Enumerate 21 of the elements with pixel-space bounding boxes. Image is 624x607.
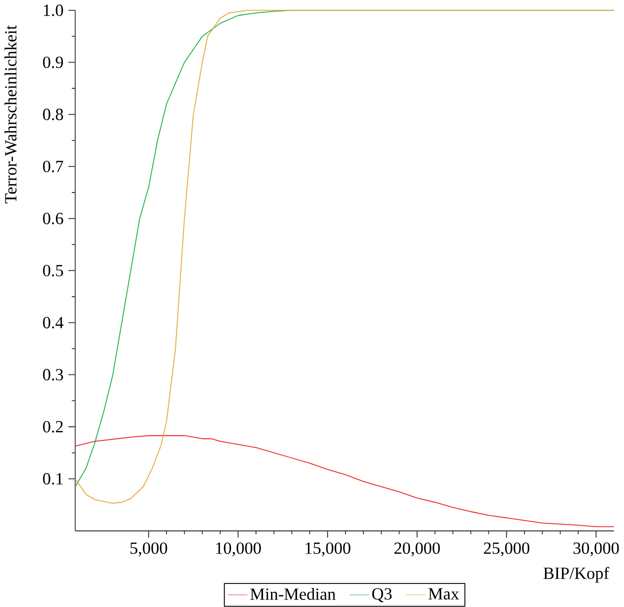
- x-tick-label: 20,000: [394, 542, 440, 556]
- legend-label: Min-Median: [250, 588, 336, 600]
- y-tick-label: 0.6: [43, 212, 64, 224]
- y-tick-label: 0.2: [43, 421, 63, 433]
- x-tick-label: 15,000: [306, 542, 350, 556]
- x-tick-label: 5,000: [130, 542, 168, 556]
- legend-label: Max: [428, 588, 459, 600]
- x-axis-title: BIP/Kopf: [544, 566, 610, 583]
- y-tick-label: 0.3: [43, 369, 64, 381]
- y-tick-label: 0.8: [43, 108, 64, 120]
- x-tick-label: 10,000: [216, 542, 261, 556]
- y-axis-title: Terror-Wahrscheinlichkeit: [4, 25, 17, 204]
- y-tick-label: 0.7: [43, 160, 64, 172]
- y-tick-label: 1.0: [44, 4, 64, 16]
- x-tick-label: 30,000: [573, 542, 619, 556]
- y-tick-label: 0.4: [43, 316, 64, 329]
- x-tick-label: 25,000: [484, 542, 530, 556]
- legend-label: Q3: [372, 588, 392, 602]
- y-tick-label: 0.9: [43, 56, 63, 68]
- y-tick-label: 0.1: [43, 473, 63, 485]
- y-tick-label: 0.5: [43, 264, 64, 276]
